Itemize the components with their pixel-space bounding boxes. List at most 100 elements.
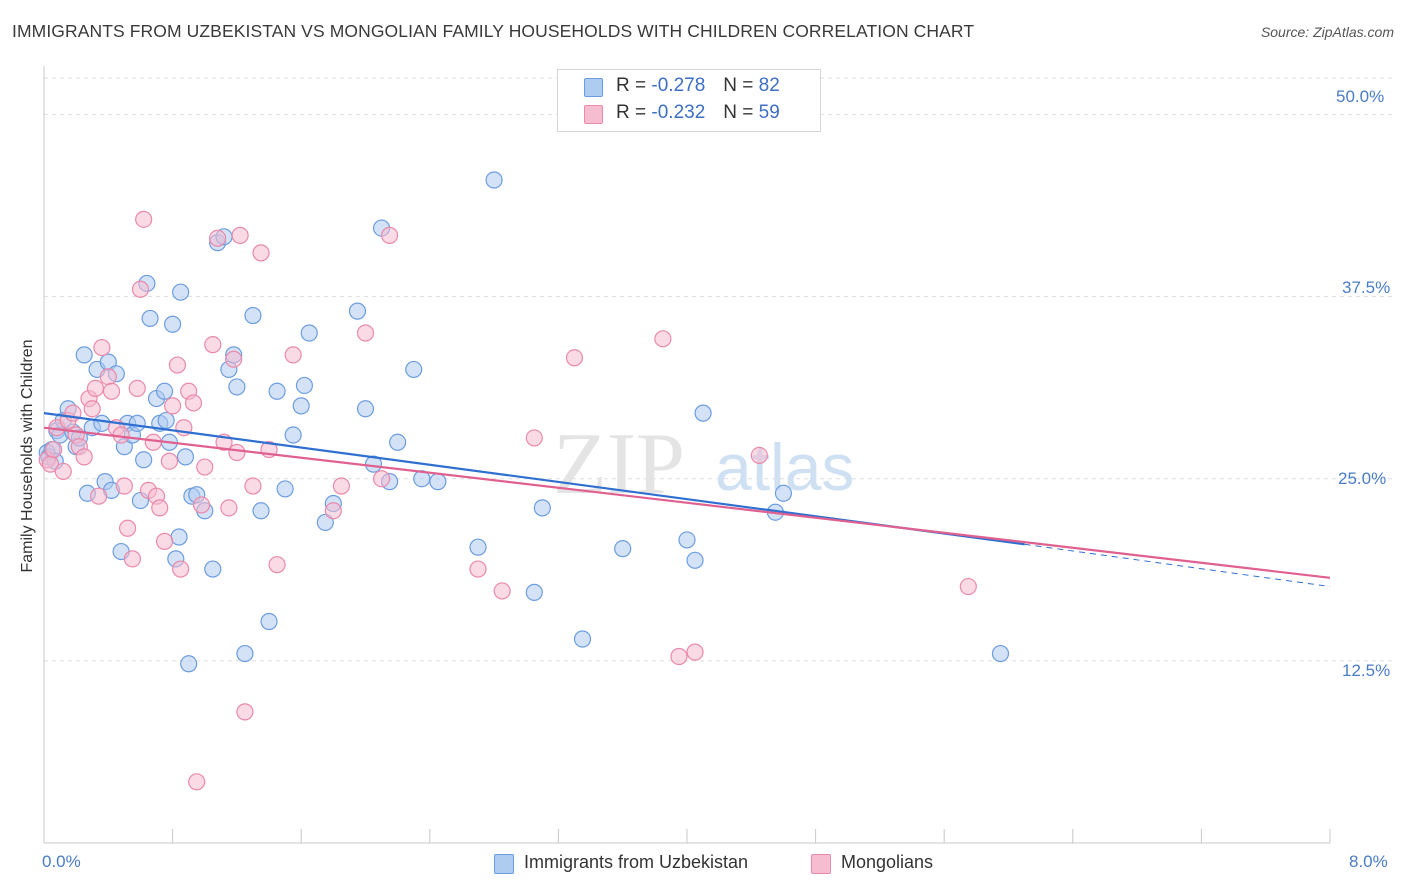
mongolian-point-53 (324, 502, 342, 520)
mongolian-point-62 (654, 330, 672, 348)
mongolian-point-22 (128, 379, 146, 397)
uzbekistan-point-78 (694, 404, 712, 422)
y-tick-label-50: 50.0% (1336, 87, 1385, 106)
uzbekistan-point-55 (284, 426, 302, 444)
mongolian-point-59 (493, 582, 511, 600)
uzbekistan-point-56 (292, 397, 310, 415)
mongolian-point-29 (155, 532, 174, 550)
legend-r-value-mongolian: -0.232 (651, 102, 706, 123)
mongolian-point-9 (75, 448, 93, 466)
mongolian-point-60 (525, 429, 543, 447)
bottom-legend-swatch-uzbekistan (494, 854, 514, 874)
mongolian-point-57 (381, 226, 399, 244)
legend-n-label: N = (723, 102, 754, 123)
mongolian-point-2 (45, 440, 63, 459)
mongolian-point-55 (356, 324, 375, 342)
mongolian-point-61 (565, 349, 584, 367)
uzbekistan-point-36 (170, 528, 188, 546)
uzbekistan-point-77 (686, 551, 704, 569)
correlation-legend: R = -0.278 N = 82 R = -0.232 N = 59 (557, 69, 821, 132)
mongolian-point-26 (144, 433, 162, 451)
uzbekistan-point-24 (128, 414, 146, 432)
uzbekistan-point-81 (991, 644, 1010, 663)
mongolian-point-39 (196, 458, 214, 476)
uzbekistan-point-11 (75, 346, 93, 364)
uzbekistan-point-80 (774, 484, 793, 502)
mongolian-point-30 (160, 452, 178, 470)
legend-r-value-uzbekistan: -0.278 (651, 75, 706, 96)
y-tick-label-25: 25.0% (1338, 469, 1387, 488)
mongolian-point-54 (332, 477, 350, 495)
mongolian-point-43 (220, 499, 238, 517)
mongolian-point-20 (118, 519, 137, 537)
mongolian-point-15 (99, 368, 117, 386)
mongolian-point-37 (188, 773, 206, 791)
mongolian-point-47 (236, 703, 254, 721)
mongolian-point-4 (54, 462, 72, 481)
mongolian-point-28 (151, 499, 169, 517)
uzbekistan-point-74 (573, 630, 592, 648)
uzbekistan-point-73 (533, 499, 551, 517)
chart-title: IMMIGRANTS FROM UZBEKISTAN VS MONGOLIAN … (12, 21, 975, 41)
mongolian-point-66 (959, 577, 977, 596)
mongolian-point-64 (686, 643, 704, 661)
mongolian-point-56 (372, 470, 391, 488)
uzbekistan-point-54 (276, 480, 294, 498)
uzbekistan-point-52 (260, 612, 278, 631)
mongolian-point-44 (225, 350, 243, 368)
legend-row-mongolian: R = -0.232 N = 59 (616, 102, 780, 124)
mongolian-point-16 (102, 382, 121, 400)
uzbekistan-point-51 (252, 502, 270, 520)
uzbekistan-trend-extension (1024, 543, 1331, 588)
legend-n-value-mongolian: 59 (758, 102, 780, 123)
legend-n-value-uzbekistan: 82 (758, 75, 780, 96)
y-tick-label-37-5: 37.5% (1342, 278, 1391, 297)
bottom-legend-label-uzbekistan: Immigrants from Uzbekistan (524, 852, 749, 872)
mongolian-point-49 (252, 244, 270, 262)
mongolian-point-58 (469, 560, 487, 578)
legend-r-label: R = (616, 75, 647, 96)
uzbekistan-point-31 (155, 382, 174, 400)
mongolian-point-32 (168, 356, 187, 374)
mongolian-point-19 (115, 477, 133, 495)
mongolian-point-21 (123, 550, 142, 568)
uzbekistan-point-75 (614, 540, 632, 558)
bottom-legend-swatch-mongolian (811, 854, 831, 874)
mongolian-point-38 (192, 496, 211, 514)
mongolian-point-33 (172, 560, 190, 578)
uzbekistan-point-59 (316, 513, 334, 532)
mongolian-point-36 (184, 394, 203, 412)
uzbekistan-point-15 (93, 414, 111, 432)
y-tick-label-12-5: 12.5% (1342, 661, 1391, 680)
uzbekistan-point-26 (135, 451, 153, 469)
mongolian-point-45 (228, 443, 246, 462)
uzbekistan-point-43 (204, 560, 222, 578)
mongolian-point-65 (750, 446, 768, 464)
uzbekistan-point-71 (485, 171, 503, 189)
uzbekistan-point-48 (228, 378, 246, 396)
uzbekistan-point-32 (157, 411, 175, 430)
uzbekistan-point-49 (236, 644, 254, 663)
mongolian-point-41 (209, 229, 227, 247)
legend-row-uzbekistan: R = -0.278 N = 82 (616, 75, 780, 97)
uzbekistan-point-70 (469, 538, 487, 556)
mongolian-point-24 (135, 210, 153, 228)
uzbekistan-point-67 (405, 360, 423, 379)
x-tick-label-8: 8.0% (1349, 852, 1388, 871)
uzbekistan-point-69 (429, 473, 447, 491)
mongolian-point-40 (204, 336, 222, 354)
uzbekistan-point-58 (300, 324, 318, 342)
mongolian-point-48 (244, 477, 262, 495)
mongolian-point-11 (83, 400, 101, 418)
mongolian-point-52 (284, 346, 302, 364)
uzbekistan-point-50 (244, 306, 262, 325)
uzbekistan-point-62 (356, 400, 375, 418)
mongolian-point-31 (164, 397, 182, 415)
mongolian-point-12 (86, 379, 105, 397)
bottom-legend-label-mongolian: Mongolians (841, 852, 934, 872)
uzbekistan-point-34 (164, 315, 182, 333)
uzbekistan-point-28 (141, 309, 159, 328)
legend-swatch-uzbekistan (584, 78, 603, 97)
uzbekistan-point-72 (525, 583, 543, 601)
